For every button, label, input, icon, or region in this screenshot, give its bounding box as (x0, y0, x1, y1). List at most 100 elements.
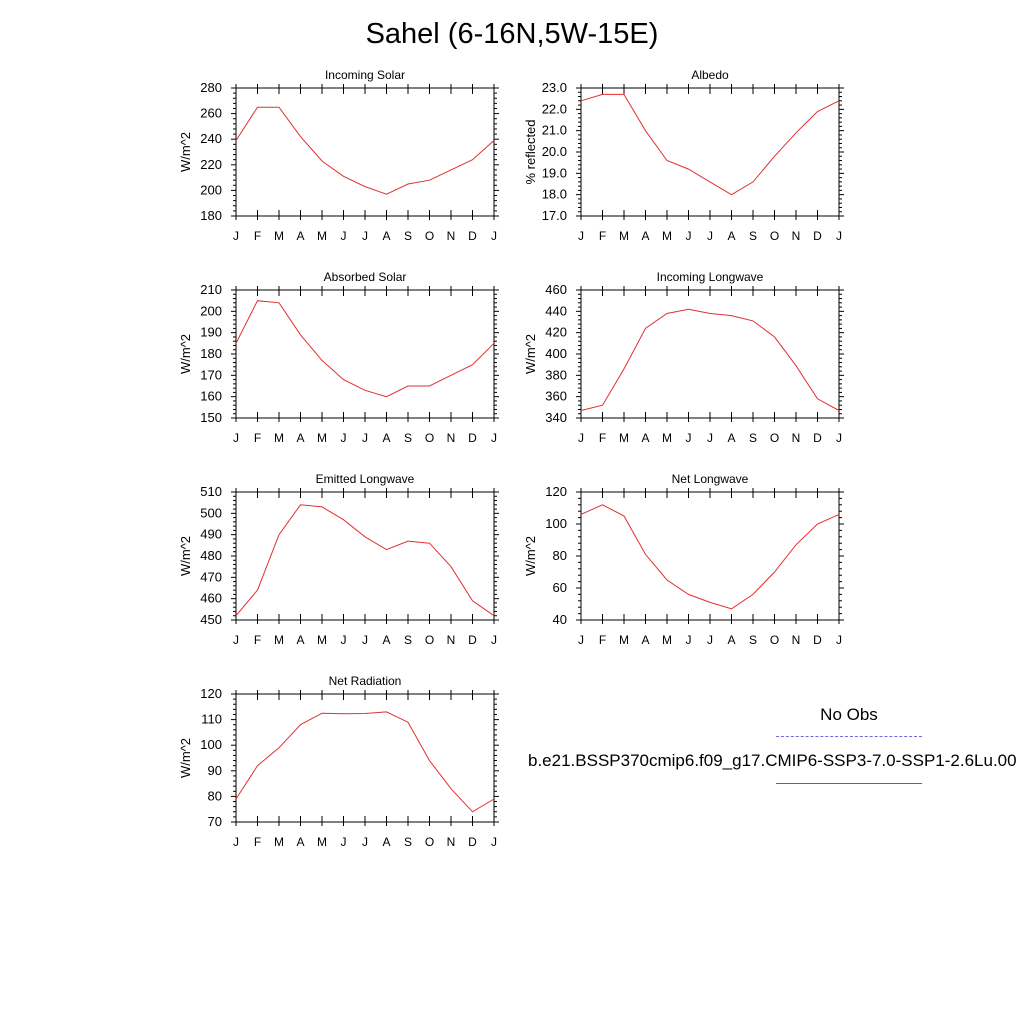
x-tick-label: D (468, 229, 477, 243)
x-tick-label: S (749, 431, 757, 445)
series-line (235, 300, 495, 398)
y-tick-label: 500 (200, 505, 222, 520)
x-tick-label: J (341, 835, 347, 849)
panel-title: Absorbed Solar (324, 270, 407, 284)
x-tick-label: M (619, 229, 629, 243)
x-tick-label: O (770, 431, 779, 445)
x-tick-label: O (770, 229, 779, 243)
x-tick-label: S (404, 633, 412, 647)
x-tick-label: N (447, 229, 456, 243)
x-tick-label: A (641, 431, 649, 445)
y-tick-label: 21.0 (542, 123, 567, 138)
x-tick-label: J (491, 835, 497, 849)
x-tick-label: M (662, 431, 672, 445)
x-tick-label: J (491, 633, 497, 647)
x-tick-label: J (707, 431, 713, 445)
figure-title: Sahel (6-16N,5W-15E) (365, 18, 659, 50)
x-tick-label: F (599, 633, 606, 647)
x-tick-label: M (662, 633, 672, 647)
legend-obs-line (776, 736, 922, 737)
y-axis-label: W/m^2 (523, 334, 538, 374)
y-tick-label: 460 (200, 591, 222, 606)
y-tick-label: 280 (200, 80, 222, 95)
y-tick-label: 470 (200, 569, 222, 584)
x-tick-label: A (296, 431, 304, 445)
x-tick-label: J (836, 229, 842, 243)
y-tick-label: 120 (545, 484, 567, 499)
x-tick-label: M (274, 835, 284, 849)
x-tick-label: O (425, 835, 434, 849)
x-tick-label: J (686, 633, 692, 647)
x-tick-label: A (296, 633, 304, 647)
y-tick-label: 190 (200, 325, 222, 340)
x-tick-label: M (317, 835, 327, 849)
panel-title: Incoming Solar (325, 68, 405, 82)
series-line (235, 504, 495, 617)
y-tick-label: 200 (200, 182, 222, 197)
x-tick-label: J (578, 229, 584, 243)
x-tick-label: F (254, 633, 261, 647)
y-tick-label: 80 (553, 548, 567, 563)
x-tick-label: S (749, 633, 757, 647)
y-axis-label: W/m^2 (178, 132, 193, 172)
x-tick-label: M (619, 431, 629, 445)
x-tick-label: J (341, 633, 347, 647)
y-tick-label: 150 (200, 410, 222, 425)
x-tick-label: A (382, 229, 390, 243)
x-tick-label: S (749, 229, 757, 243)
panel-title: Net Radiation (329, 674, 402, 688)
x-tick-label: A (727, 431, 735, 445)
x-tick-label: O (425, 229, 434, 243)
y-tick-label: 100 (200, 737, 222, 752)
x-tick-label: M (619, 633, 629, 647)
y-tick-label: 80 (208, 788, 222, 803)
x-tick-label: N (792, 431, 801, 445)
y-axis-label: W/m^2 (178, 334, 193, 374)
x-tick-label: A (382, 835, 390, 849)
y-tick-label: 19.0 (542, 165, 567, 180)
plot-frame (235, 491, 495, 621)
y-tick-label: 490 (200, 527, 222, 542)
y-tick-label: 450 (200, 612, 222, 627)
y-tick-label: 400 (545, 346, 567, 361)
x-tick-label: J (686, 229, 692, 243)
x-tick-label: J (578, 633, 584, 647)
x-tick-label: A (296, 229, 304, 243)
plot-frame (580, 87, 840, 217)
panel-title: Albedo (691, 68, 729, 82)
y-tick-label: 340 (545, 410, 567, 425)
y-tick-label: 170 (200, 367, 222, 382)
x-tick-label: D (468, 633, 477, 647)
x-tick-label: A (727, 229, 735, 243)
x-tick-label: J (233, 229, 239, 243)
y-tick-label: 420 (545, 325, 567, 340)
x-tick-label: J (491, 229, 497, 243)
x-tick-label: J (233, 633, 239, 647)
x-tick-label: A (382, 431, 390, 445)
y-axis-label: W/m^2 (178, 536, 193, 576)
x-tick-label: F (254, 431, 261, 445)
x-tick-label: M (317, 229, 327, 243)
y-tick-label: 100 (545, 516, 567, 531)
y-axis-label: % reflected (523, 119, 538, 184)
x-tick-label: N (447, 633, 456, 647)
x-tick-label: J (707, 229, 713, 243)
y-tick-label: 220 (200, 157, 222, 172)
legend-model-label: b.e21.BSSP370cmip6.f09_g17.CMIP6-SSP3-7.… (528, 751, 1017, 770)
series-line (580, 504, 840, 610)
x-tick-label: D (813, 431, 822, 445)
x-tick-label: N (447, 835, 456, 849)
series-line (580, 308, 840, 411)
x-tick-label: A (727, 633, 735, 647)
y-axis-label: W/m^2 (523, 536, 538, 576)
x-tick-label: J (836, 633, 842, 647)
y-tick-label: 240 (200, 131, 222, 146)
x-tick-label: D (813, 633, 822, 647)
x-tick-label: J (233, 431, 239, 445)
x-tick-label: F (599, 431, 606, 445)
